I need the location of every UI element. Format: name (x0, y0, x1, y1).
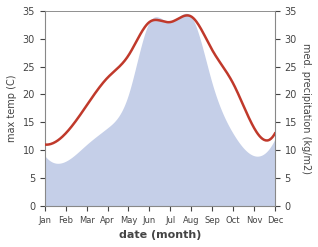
Y-axis label: max temp (C): max temp (C) (7, 75, 17, 142)
Y-axis label: med. precipitation (kg/m2): med. precipitation (kg/m2) (301, 43, 311, 174)
X-axis label: date (month): date (month) (119, 230, 201, 240)
